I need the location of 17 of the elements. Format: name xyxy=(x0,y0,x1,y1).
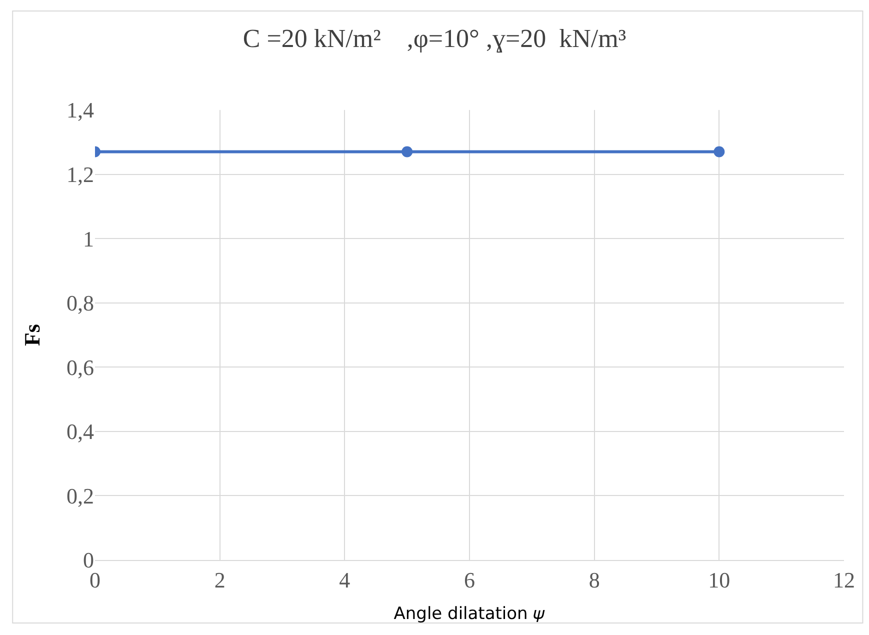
y-axis-title: Fs xyxy=(19,324,44,346)
y-tick-label: 0,4 xyxy=(66,419,94,444)
x-tick-label: 6 xyxy=(464,567,475,592)
x-tick-label: 12 xyxy=(833,567,855,592)
y-tick-label: 0 xyxy=(83,548,94,573)
y-tick-label: 0,6 xyxy=(66,354,94,380)
x-tick-label: 10 xyxy=(708,567,730,592)
y-tick-label: 0,8 xyxy=(66,290,94,316)
y-tick-label: 0,2 xyxy=(66,483,94,508)
x-tick-label: 4 xyxy=(339,567,350,592)
x-tick-label: 2 xyxy=(214,567,226,592)
chart-title: C =20 kN/m² ,φ=10° ,ɣ=20 kN/m³ xyxy=(242,24,626,53)
y-tick-label: 1,2 xyxy=(66,162,94,187)
y-tick-label: 1,4 xyxy=(66,98,94,123)
y-tick-label: 1 xyxy=(83,226,94,252)
x-tick-label: 8 xyxy=(588,567,600,592)
x-axis-title: Angle dilatation 𝜓 xyxy=(394,604,546,624)
